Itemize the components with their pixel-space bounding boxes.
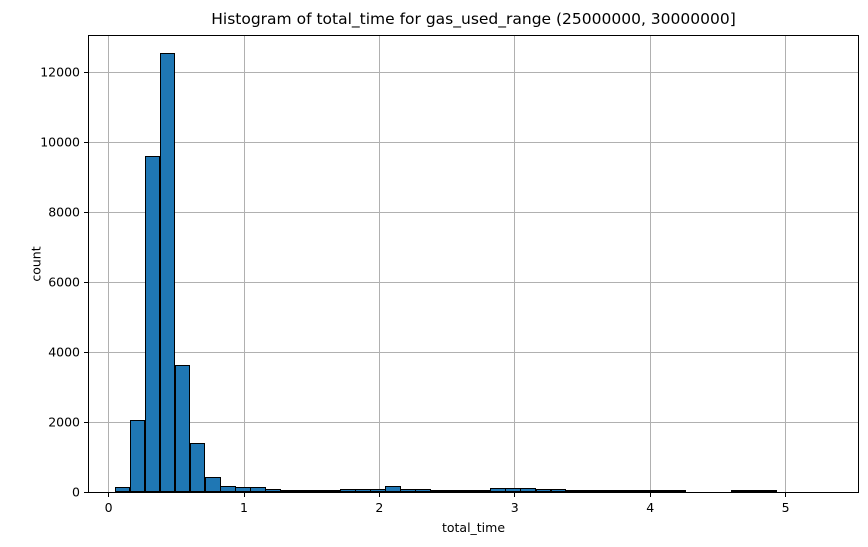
y-tick-label: 4000 — [48, 344, 80, 360]
histogram-bar — [340, 489, 356, 492]
histogram-bar — [595, 490, 612, 492]
histogram-bar — [355, 488, 371, 492]
histogram-bar — [129, 420, 146, 492]
histogram-bar — [445, 489, 461, 492]
gridline-horizontal — [89, 141, 858, 143]
histogram-bar — [219, 486, 236, 492]
gridline-horizontal — [89, 211, 858, 213]
y-tick — [84, 491, 88, 493]
gridline-horizontal — [89, 351, 858, 353]
y-tick — [84, 141, 88, 143]
histogram-bar — [310, 490, 326, 492]
x-tick-label: 5 — [781, 500, 790, 515]
plot-area — [88, 35, 859, 493]
y-tick-label: 12000 — [40, 64, 80, 80]
y-tick-label: 2000 — [48, 414, 80, 430]
y-tick — [84, 211, 88, 213]
histogram-bar — [655, 490, 672, 492]
histogram-bar — [550, 488, 567, 492]
histogram-bar — [204, 476, 221, 492]
gridline-horizontal — [89, 71, 858, 73]
histogram-bar — [520, 487, 537, 492]
x-tick — [785, 493, 787, 497]
x-tick — [514, 493, 516, 497]
histogram-bar — [249, 487, 266, 492]
y-tick-label: 10000 — [40, 134, 80, 150]
histogram-bar — [114, 486, 131, 492]
histogram-bar — [745, 490, 762, 492]
y-tick-label: 6000 — [48, 274, 80, 290]
histogram-bar — [640, 490, 657, 492]
histogram-bar — [189, 443, 206, 492]
histogram-bar — [670, 490, 687, 492]
histogram-bar — [625, 490, 642, 492]
histogram-bar — [475, 490, 492, 492]
histogram-bar — [265, 488, 281, 492]
histogram-bar — [234, 487, 251, 492]
histogram-bar — [580, 490, 597, 492]
x-tick-label: 2 — [375, 500, 384, 515]
histogram-bar — [159, 52, 176, 492]
x-tick — [378, 493, 380, 497]
histogram-bar — [325, 489, 341, 492]
y-tick — [84, 71, 88, 73]
x-tick-label: 0 — [104, 500, 113, 515]
histogram-bar — [610, 490, 627, 492]
y-tick-label: 8000 — [48, 204, 80, 220]
gridline-vertical — [378, 36, 380, 492]
y-tick — [84, 281, 88, 283]
gridline-horizontal — [89, 421, 858, 423]
histogram-bar — [760, 490, 777, 492]
histogram-bar — [370, 488, 386, 492]
gridline-vertical — [785, 36, 787, 492]
y-axis-label: count — [28, 246, 44, 282]
y-tick — [84, 421, 88, 423]
x-tick — [243, 493, 245, 497]
histogram-bar — [460, 490, 476, 492]
histogram-bar — [174, 365, 191, 492]
histogram-bar — [730, 490, 747, 492]
x-tick — [649, 493, 651, 497]
histogram-bar — [144, 156, 161, 492]
x-tick-label: 3 — [510, 500, 519, 515]
histogram-bar — [400, 488, 416, 492]
histogram-bar — [385, 486, 401, 492]
histogram-bar — [415, 489, 431, 492]
histogram-bar — [295, 490, 311, 492]
histogram-bar — [280, 489, 296, 492]
x-tick-label: 4 — [646, 500, 655, 515]
chart-title: Histogram of total_time for gas_used_ran… — [211, 10, 736, 28]
gridline-vertical — [108, 36, 110, 492]
histogram-bar — [505, 487, 522, 492]
y-tick-label: 0 — [72, 484, 80, 500]
x-tick — [108, 493, 110, 497]
histogram-bar — [430, 490, 446, 492]
x-tick-label: 1 — [240, 500, 248, 515]
gridline-vertical — [243, 36, 245, 492]
histogram-bar — [535, 488, 552, 492]
y-tick — [84, 351, 88, 353]
gridline-horizontal — [89, 281, 858, 283]
x-axis-label: total_time — [441, 520, 506, 535]
histogram-bar — [565, 490, 582, 492]
gridline-vertical — [514, 36, 516, 492]
gridline-vertical — [649, 36, 651, 492]
histogram-bar — [490, 487, 507, 492]
